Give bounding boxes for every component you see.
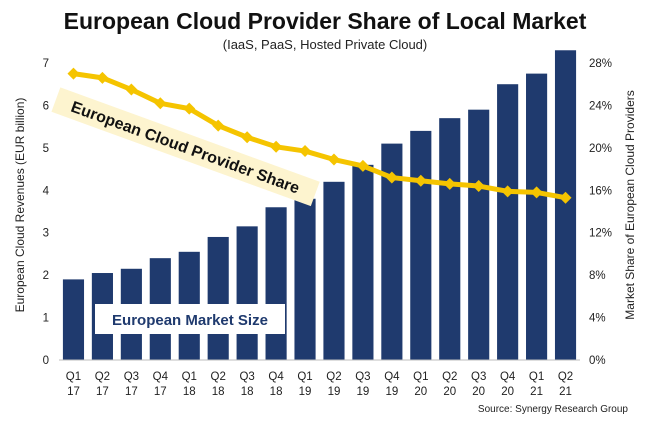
- line-point: [67, 67, 80, 80]
- x-tick-label: Q4: [268, 371, 284, 383]
- line-point: [241, 131, 254, 144]
- y2-axis-title: Market Share of European Cloud Providers: [623, 90, 637, 319]
- x-tick-label: Q1: [529, 371, 544, 383]
- y-tick-label: 7: [43, 58, 49, 70]
- bar: [497, 84, 519, 361]
- x-tick-label: Q2: [558, 371, 573, 383]
- right-axis-ticks: 0% 4% 8% 12% 16% 20% 24% 28%: [589, 58, 612, 367]
- x-tick-label: 21: [530, 386, 543, 398]
- y-axis-title: European Cloud Revenues (EUR billion): [13, 98, 27, 313]
- line-point: [212, 119, 225, 132]
- x-tick-label: 17: [154, 386, 167, 398]
- y2-tick-label: 24%: [589, 100, 612, 112]
- y-tick-label: 2: [43, 270, 49, 282]
- market-size-label-box: [95, 304, 285, 334]
- y-tick-label: 5: [43, 143, 49, 155]
- chart-title: European Cloud Provider Share of Local M…: [64, 8, 587, 34]
- x-tick-label: 19: [357, 386, 370, 398]
- y-tick-label: 1: [43, 313, 49, 325]
- bar: [265, 207, 287, 360]
- source-note: Source: Synergy Research Group: [478, 404, 629, 415]
- x-tick-label: 21: [559, 386, 572, 398]
- line-point: [125, 83, 138, 96]
- bar: [468, 109, 490, 360]
- bar: [294, 198, 316, 360]
- x-tick-label: Q2: [211, 371, 226, 383]
- x-tick-label: Q1: [297, 371, 312, 383]
- x-tick-label: Q2: [95, 371, 110, 383]
- x-axis-ticks: Q1 17 Q2 17 Q3 17 Q4 17 Q1 18 Q2 18 Q3 18 Q4 18 Q1 19 Q2 19…: [66, 371, 573, 398]
- market-size-label: European Market Size: [112, 312, 268, 329]
- share-label-box: [51, 87, 320, 207]
- bar: [439, 118, 461, 360]
- x-tick-label: 17: [125, 386, 138, 398]
- bar: [526, 73, 548, 361]
- bar: [236, 226, 258, 360]
- x-tick-label: 18: [241, 386, 254, 398]
- x-tick-label: 17: [67, 386, 80, 398]
- x-tick-label: 18: [270, 386, 283, 398]
- x-tick-label: 20: [414, 386, 427, 398]
- x-tick-label: Q1: [182, 371, 197, 383]
- market-size-annotation: European Market Size: [95, 304, 285, 334]
- line-point: [183, 102, 196, 115]
- line-point: [501, 185, 514, 198]
- x-tick-label: Q3: [471, 371, 486, 383]
- x-tick-label: Q4: [384, 371, 400, 383]
- bar: [352, 164, 374, 360]
- x-tick-label: Q3: [239, 371, 254, 383]
- x-tick-label: Q2: [326, 371, 341, 383]
- x-tick-label: 19: [385, 386, 398, 398]
- line-point: [299, 145, 312, 158]
- left-axis-ticks: 0 1 2 3 4 5 6 7: [43, 58, 50, 367]
- line-point: [327, 153, 340, 166]
- x-tick-label: 20: [443, 386, 456, 398]
- y2-tick-label: 20%: [589, 143, 612, 155]
- x-tick-label: Q3: [355, 371, 370, 383]
- line-point: [356, 159, 369, 172]
- x-tick-label: Q1: [66, 371, 81, 383]
- x-tick-label: 19: [299, 386, 312, 398]
- x-tick-label: Q3: [124, 371, 139, 383]
- bar: [381, 143, 403, 360]
- y-tick-label: 4: [43, 185, 50, 197]
- x-tick-label: 20: [501, 386, 514, 398]
- y2-tick-label: 4%: [589, 313, 606, 325]
- line-point: [154, 97, 167, 110]
- chart-subtitle: (IaaS, PaaS, Hosted Private Cloud): [223, 37, 428, 52]
- y-tick-label: 0: [43, 355, 49, 367]
- x-tick-label: 20: [472, 386, 485, 398]
- line-series: [67, 67, 572, 204]
- x-tick-label: Q4: [153, 371, 169, 383]
- y2-tick-label: 28%: [589, 58, 612, 70]
- bar: [207, 236, 229, 360]
- y-tick-label: 3: [43, 228, 49, 240]
- x-tick-label: Q1: [413, 371, 428, 383]
- line-point: [530, 186, 543, 199]
- line-point: [96, 71, 109, 84]
- line-point: [559, 191, 572, 204]
- y2-tick-label: 8%: [589, 270, 606, 282]
- line-point: [472, 180, 485, 193]
- bar: [323, 181, 345, 360]
- line-point: [270, 140, 283, 153]
- x-tick-label: Q2: [442, 371, 457, 383]
- line-point: [414, 174, 427, 187]
- y2-tick-label: 16%: [589, 185, 612, 197]
- x-tick-label: Q4: [500, 371, 516, 383]
- x-tick-label: 17: [96, 386, 109, 398]
- line-point: [385, 171, 398, 184]
- x-tick-label: 18: [183, 386, 196, 398]
- x-tick-label: 19: [328, 386, 341, 398]
- y-tick-label: 6: [43, 100, 49, 112]
- y2-tick-label: 12%: [589, 228, 612, 240]
- line-point: [443, 177, 456, 190]
- y2-tick-label: 0%: [589, 355, 606, 367]
- x-tick-label: 18: [212, 386, 225, 398]
- bar: [554, 50, 577, 361]
- bar: [62, 279, 85, 360]
- bar: [410, 130, 432, 360]
- share-label: European Cloud Provider Share: [69, 99, 302, 198]
